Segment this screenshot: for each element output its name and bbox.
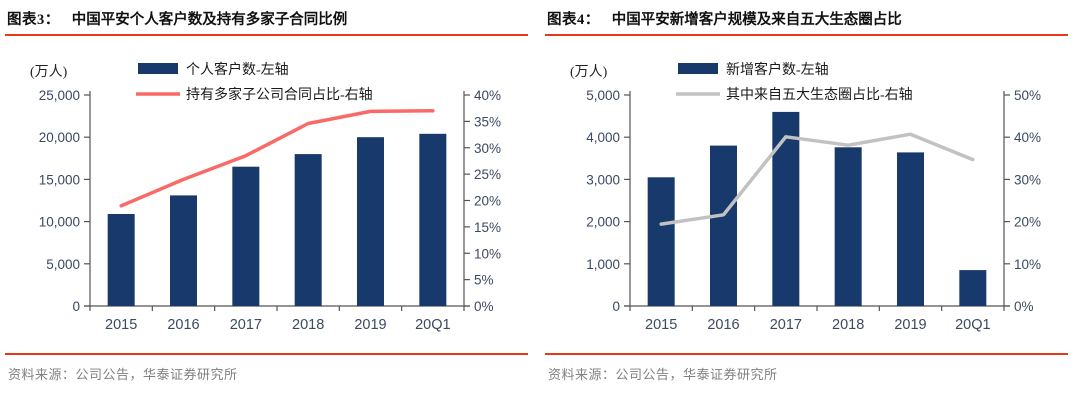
category-label: 2017 (230, 317, 262, 333)
bar (107, 214, 135, 306)
bar (834, 147, 862, 306)
data-line (119, 109, 435, 208)
right-axis-tick-label: 0% (1014, 299, 1034, 314)
category-label: 2015 (645, 317, 677, 333)
figure-3-source-text: 资料来源：公司公告，华泰证券研究所 (8, 367, 238, 382)
legend-label: 持有多家子公司合同占比-右轴 (186, 86, 373, 103)
left-axis-tick-label: 10,000 (39, 215, 80, 230)
right-axis-tick-label: 50% (1014, 88, 1041, 103)
category-label: 2015 (105, 317, 137, 333)
bar (772, 111, 800, 307)
bar (419, 133, 447, 306)
bar (710, 145, 737, 306)
left-axis-tick-label: 2,000 (586, 215, 620, 230)
category-label: 2016 (707, 317, 739, 333)
right-axis-tick-label: 0% (474, 299, 494, 314)
figure-4-footer: 资料来源：公司公告，华泰证券研究所 (545, 353, 1068, 383)
right-axis-tick-label: 35% (474, 114, 501, 129)
left-axis-tick-label: 20,000 (39, 130, 80, 145)
bar (647, 177, 675, 306)
right-axis-tick-label: 10% (474, 246, 501, 261)
figure-4-title: 中国平安新增客户规模及来自五大生态圈占比 (611, 12, 902, 28)
right-axis-tick-label: 10% (1014, 257, 1041, 272)
left-axis-tick-label: 4,000 (586, 130, 620, 145)
bar (357, 137, 384, 306)
legend-label: 其中来自五大生态圈占比-右轴 (726, 87, 913, 103)
right-axis-tick-label: 25% (474, 167, 501, 182)
right-axis-tick-label: 30% (474, 141, 501, 156)
right-axis-tick-label: 40% (1014, 130, 1041, 145)
right-axis-tick-label: 15% (474, 220, 501, 235)
left-axis-tick-label: 15,000 (39, 172, 80, 187)
figure-3-footer: 资料来源：公司公告，华泰证券研究所 (5, 353, 528, 383)
bar (959, 270, 987, 306)
figure-3-title: 中国平安个人客户数及持有多家子合同比例 (71, 12, 348, 28)
figure-3-header: 图表3： 中国平安个人客户数及持有多家子合同比例 (5, 7, 528, 36)
category-label: 2019 (354, 317, 386, 333)
figure-3-label: 图表3： (7, 12, 60, 28)
category-label: 2017 (770, 317, 802, 333)
category-label: 2018 (292, 317, 324, 333)
left-axis-tick-label: 3,000 (586, 172, 620, 187)
category-label: 2018 (832, 317, 864, 333)
category-label: 20Q1 (415, 317, 450, 333)
right-axis-tick-label: 40% (474, 88, 501, 103)
left-axis-tick-label: 0 (612, 299, 620, 314)
unit-label: (万人) (30, 64, 68, 80)
legend-bar-swatch (678, 63, 718, 74)
bar (232, 166, 260, 306)
left-axis-tick-label: 5,000 (46, 257, 80, 272)
figure-4-source-text: 资料来源：公司公告，华泰证券研究所 (548, 367, 778, 382)
right-axis-tick-label: 5% (474, 273, 494, 288)
unit-label: (万人) (570, 64, 608, 80)
left-axis-tick-label: 0 (72, 299, 80, 314)
bar (170, 195, 197, 306)
data-line (659, 132, 975, 226)
bar (897, 152, 924, 306)
figure-3-panel: 图表3： 中国平安个人客户数及持有多家子合同比例 (万人) 个人客户数-左轴持有多… (5, 7, 528, 383)
right-axis-tick-label: 20% (1014, 215, 1041, 230)
category-label: 20Q1 (955, 317, 990, 333)
category-label: 2016 (167, 317, 199, 333)
left-axis-tick-label: 5,000 (586, 88, 620, 103)
legend-bar-swatch (138, 63, 178, 74)
category-label: 2019 (894, 317, 926, 333)
left-axis-tick-label: 1,000 (586, 257, 620, 272)
figure-4-panel: 图表4： 中国平安新增客户规模及来自五大生态圈占比 (万人) 新增客户数-左轴其中… (540, 0, 1080, 404)
legend-label: 个人客户数-左轴 (186, 61, 289, 78)
bar (294, 154, 322, 306)
legend-label: 新增客户数-左轴 (726, 61, 829, 78)
right-axis-tick-label: 20% (474, 194, 501, 209)
left-axis-tick-label: 25,000 (39, 88, 80, 103)
figure-4-label: 图表4： (547, 12, 600, 28)
right-axis-tick-label: 30% (1014, 172, 1041, 187)
figure-4-header: 图表4： 中国平安新增客户规模及来自五大生态圈占比 (545, 7, 1068, 36)
